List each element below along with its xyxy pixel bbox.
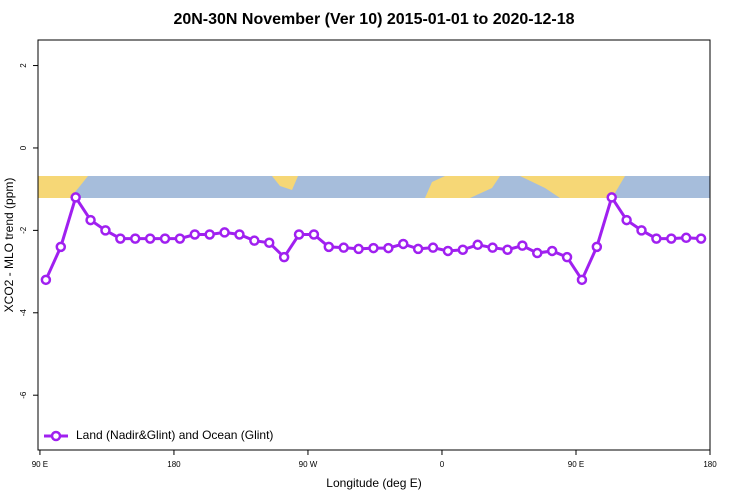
- series-line: [44, 193, 702, 283]
- point: [383, 242, 394, 254]
- point: [278, 251, 290, 263]
- x-tick-label: 180: [703, 460, 717, 469]
- x-tick-label: 180: [167, 460, 181, 469]
- point: [234, 229, 245, 240]
- plot-frame: [37, 39, 711, 451]
- point: [323, 241, 335, 253]
- point: [651, 233, 662, 244]
- point: [636, 225, 647, 236]
- point: [353, 243, 364, 255]
- point: [263, 237, 275, 248]
- point: [115, 233, 126, 244]
- point: [442, 245, 454, 257]
- y-tick-label: 2: [19, 63, 28, 68]
- point: [85, 214, 96, 226]
- point: [606, 192, 617, 203]
- point: [70, 192, 81, 203]
- chart-title: 20N-30N November (Ver 10) 2015-01-01 to …: [173, 11, 574, 28]
- point: [100, 225, 111, 236]
- point: [368, 242, 379, 254]
- point: [338, 242, 349, 253]
- point: [174, 233, 186, 244]
- y-tick-label: -4: [19, 309, 28, 317]
- point: [398, 238, 409, 250]
- point: [293, 229, 305, 240]
- y-axis-label: XCO2 - MLO trend (ppm): [2, 178, 16, 313]
- point: [249, 235, 260, 246]
- x-tick-label: 90 E: [32, 460, 48, 469]
- point: [532, 247, 543, 259]
- point: [204, 229, 215, 240]
- point: [55, 241, 67, 253]
- point: [189, 229, 201, 240]
- point: [591, 241, 603, 253]
- point: [695, 233, 707, 244]
- y-tick-label: -6: [19, 391, 28, 399]
- point: [546, 245, 558, 257]
- point: [576, 274, 588, 286]
- point: [680, 232, 692, 244]
- point: [502, 244, 513, 255]
- point: [472, 239, 483, 251]
- x-tick-label: 90 E: [568, 460, 584, 469]
- point: [561, 251, 573, 263]
- point: [40, 274, 52, 286]
- x-tick-label: 0: [440, 460, 445, 469]
- x-axis-label: Longitude (deg E): [326, 476, 421, 490]
- point: [517, 240, 528, 251]
- x-tick-label: 90 W: [299, 460, 318, 469]
- point: [144, 233, 156, 244]
- point: [129, 233, 141, 244]
- legend-label: Land (Nadir&Glint) and Ocean (Glint): [76, 428, 273, 442]
- y-tick-label: 0: [19, 145, 28, 150]
- point: [219, 227, 230, 238]
- point: [457, 244, 469, 255]
- y-tick-label: -2: [19, 226, 28, 234]
- point: [308, 229, 320, 240]
- point: [666, 233, 677, 244]
- point: [427, 242, 439, 253]
- map-strip: [38, 176, 710, 198]
- point: [159, 233, 171, 244]
- legend-marker: [50, 430, 62, 442]
- point: [412, 243, 424, 255]
- point: [621, 214, 632, 226]
- point: [487, 242, 498, 253]
